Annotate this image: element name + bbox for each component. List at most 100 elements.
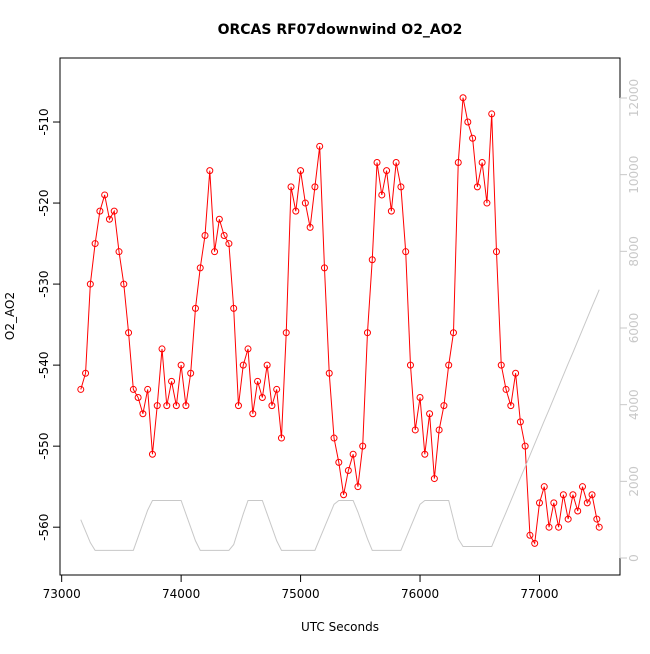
data-point	[473, 183, 481, 191]
data-point	[287, 183, 295, 191]
y-tick-label: -530	[37, 270, 51, 297]
data-point	[125, 329, 133, 337]
data-point	[191, 304, 199, 312]
data-point	[225, 240, 233, 248]
data-point	[464, 118, 472, 126]
data-point	[254, 377, 262, 385]
data-point	[292, 207, 300, 215]
x-tick-label: 76000	[401, 587, 439, 601]
series-line	[80, 289, 600, 551]
series-line	[80, 97, 600, 545]
data-point	[230, 304, 238, 312]
data-point	[177, 361, 185, 369]
y2-tick-label: 6000	[627, 313, 641, 344]
data-point	[268, 402, 276, 410]
y-tick-label: -550	[37, 433, 51, 460]
data-point	[168, 377, 176, 385]
data-point	[144, 385, 152, 393]
data-point	[445, 361, 453, 369]
data-point	[502, 385, 510, 393]
plot-frame	[59, 57, 621, 576]
data-point	[392, 159, 400, 167]
data-point	[182, 402, 190, 410]
data-point	[158, 345, 166, 353]
x-tick-label: 74000	[162, 587, 200, 601]
data-point	[564, 515, 572, 523]
data-point	[77, 385, 85, 393]
data-point	[469, 134, 477, 142]
data-point	[595, 523, 603, 531]
data-point	[301, 199, 309, 207]
data-point	[540, 483, 548, 491]
data-point	[273, 385, 281, 393]
data-point	[220, 231, 228, 239]
data-point	[215, 215, 223, 223]
data-point	[354, 483, 362, 491]
data-point	[344, 466, 352, 474]
data-point	[335, 458, 343, 466]
y2-tick-label: 4000	[627, 389, 641, 420]
y2-tick-label: 2000	[627, 466, 641, 497]
data-point	[426, 410, 434, 418]
data-point	[172, 402, 180, 410]
data-point	[277, 434, 285, 442]
data-point	[411, 426, 419, 434]
data-point	[583, 499, 591, 507]
data-point	[249, 410, 257, 418]
x-tick-label: 75000	[281, 587, 319, 601]
data-point	[282, 329, 290, 337]
data-point	[430, 475, 438, 483]
data-point	[258, 394, 266, 402]
data-point	[569, 491, 577, 499]
data-point	[574, 507, 582, 515]
data-point	[311, 183, 319, 191]
data-point	[449, 329, 457, 337]
data-point	[134, 394, 142, 402]
data-point	[578, 483, 586, 491]
y-tick-label: -540	[37, 352, 51, 379]
data-point	[421, 450, 429, 458]
data-point	[101, 191, 109, 199]
data-point	[86, 280, 94, 288]
data-point	[516, 418, 524, 426]
data-point	[263, 361, 271, 369]
data-point	[416, 394, 424, 402]
data-point	[239, 361, 247, 369]
data-point	[507, 402, 515, 410]
data-point	[478, 159, 486, 167]
y2-tick-label: 8000	[627, 236, 641, 267]
data-point	[110, 207, 118, 215]
data-point	[397, 183, 405, 191]
data-point	[129, 385, 137, 393]
chart-title: ORCAS RF07downwind O2_AO2	[218, 22, 463, 38]
data-point	[488, 110, 496, 118]
data-point	[368, 256, 376, 264]
data-point	[550, 499, 558, 507]
x-tick-label: 73000	[43, 587, 81, 601]
data-point	[440, 402, 448, 410]
data-point	[244, 345, 252, 353]
data-point	[459, 94, 467, 102]
data-point	[512, 369, 520, 377]
data-point	[359, 442, 367, 450]
data-point	[234, 402, 242, 410]
y-tick-label: -520	[37, 189, 51, 216]
data-point	[325, 369, 333, 377]
data-point	[545, 523, 553, 531]
data-point	[492, 248, 500, 256]
data-point	[349, 450, 357, 458]
data-point	[526, 531, 534, 539]
data-point	[588, 491, 596, 499]
data-point	[378, 191, 386, 199]
data-point	[91, 240, 99, 248]
data-point	[363, 329, 371, 337]
data-point	[383, 167, 391, 175]
data-point	[320, 264, 328, 272]
data-point	[96, 207, 104, 215]
y-tick-label: -510	[37, 108, 51, 135]
y-axis-label: O2_AO2	[3, 292, 17, 340]
data-point	[521, 442, 529, 450]
data-point	[454, 159, 462, 167]
y-tick-label: -560	[37, 514, 51, 541]
data-point	[211, 248, 219, 256]
